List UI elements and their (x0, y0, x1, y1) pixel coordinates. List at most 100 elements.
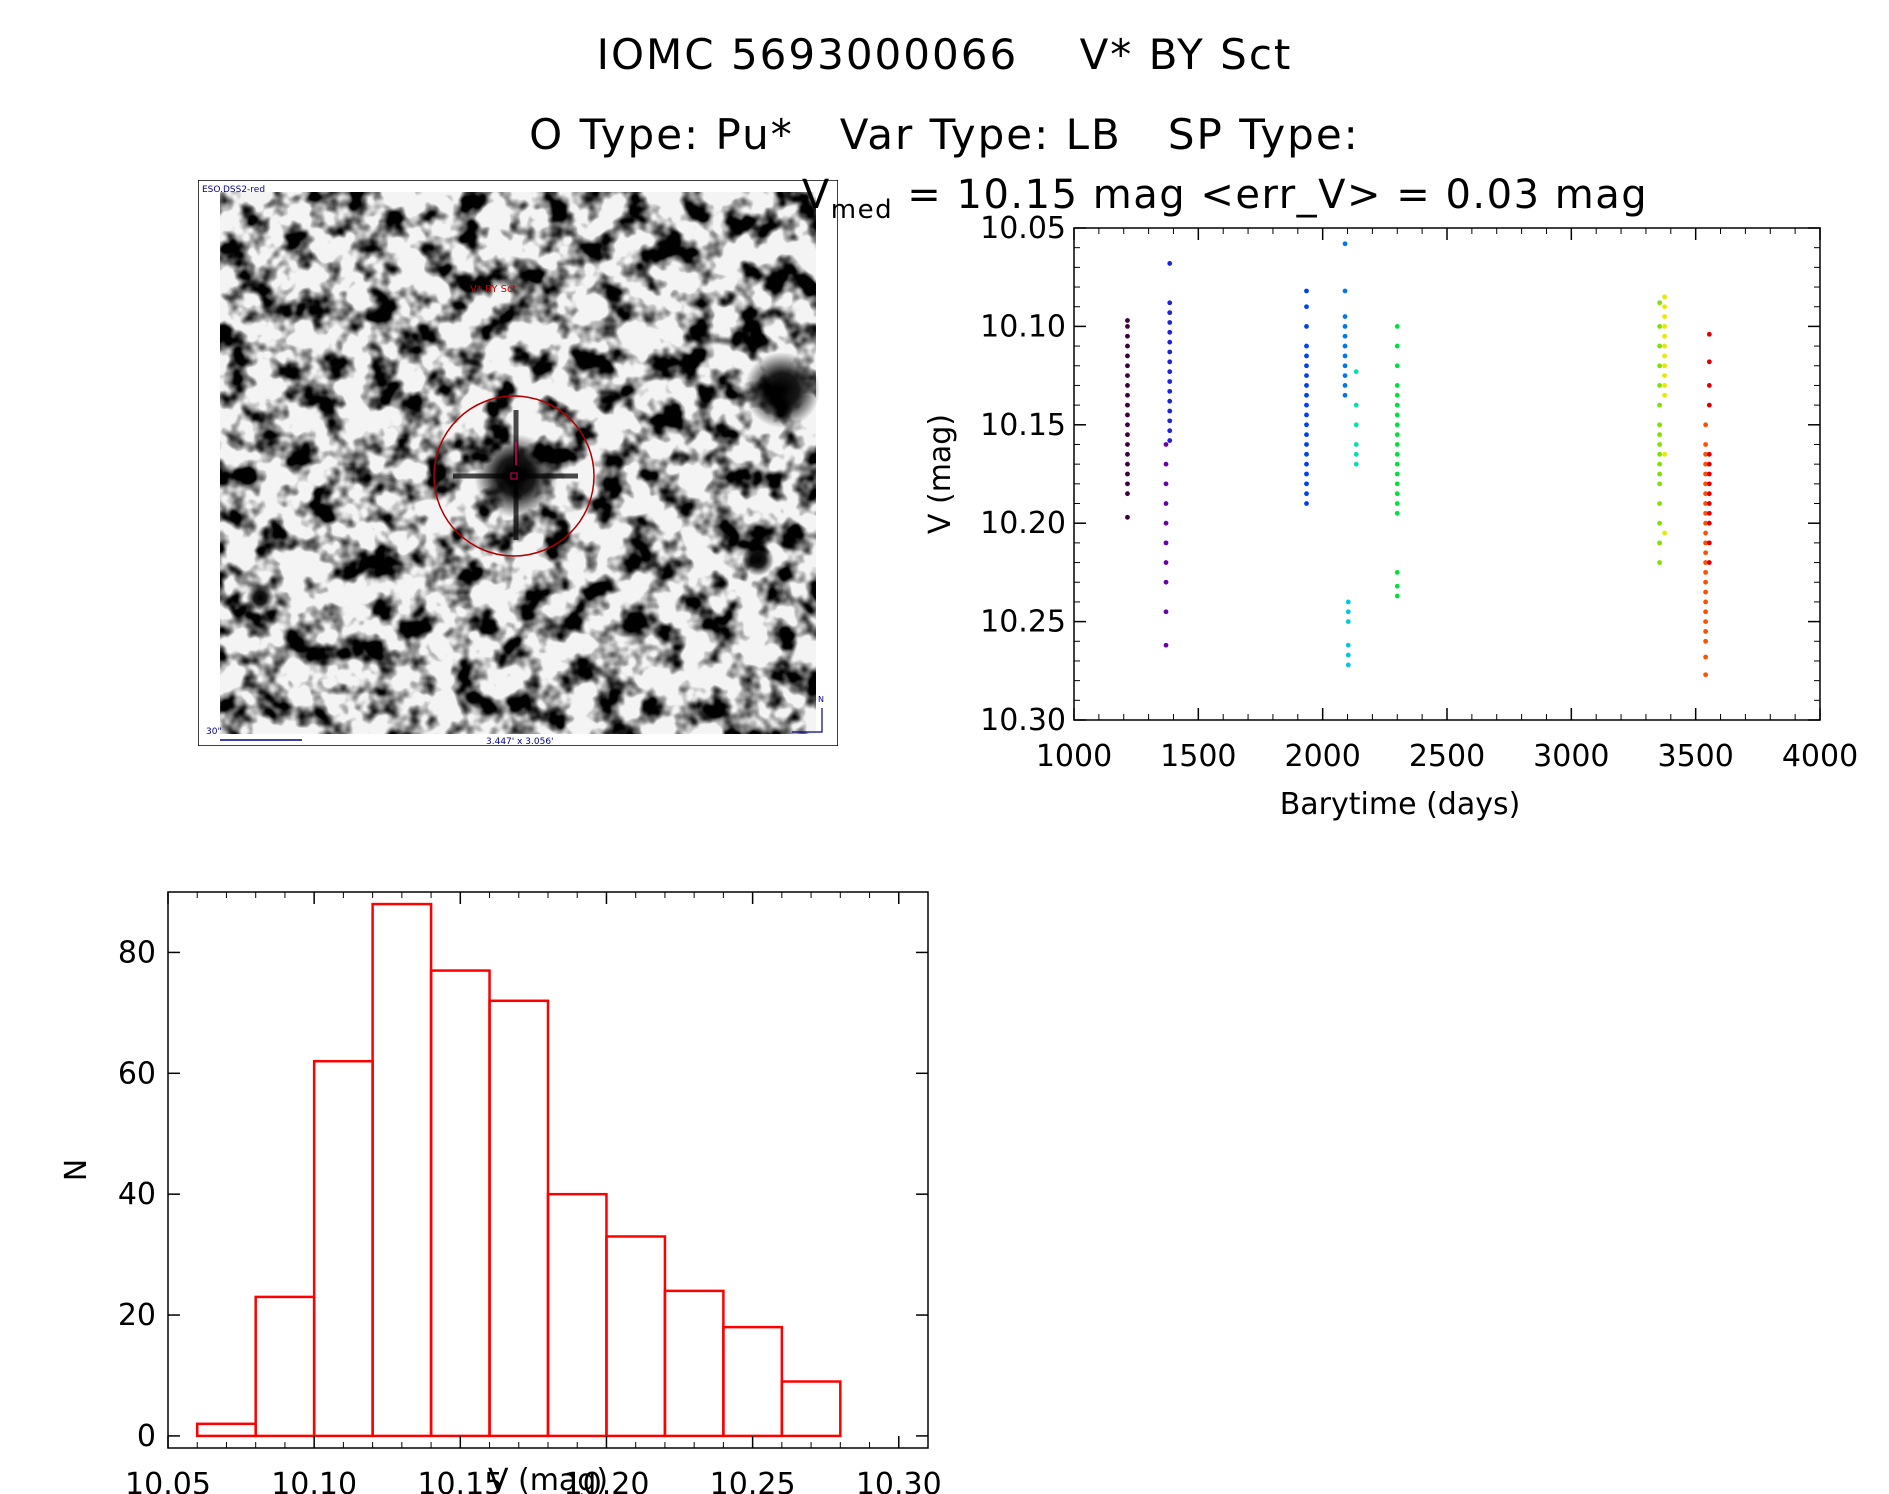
histogram-xtick-label: 10.20 (564, 1467, 650, 1494)
light-curve-point (1125, 432, 1130, 438)
light-curve-xtick-label: 1500 (1160, 739, 1236, 774)
light-curve-point (1706, 402, 1712, 408)
target-label: V* BY Sct (470, 284, 516, 295)
light-curve-point (1394, 451, 1400, 457)
light-curve-ytick-label: 10.05 (980, 211, 1066, 246)
light-curve-point (1167, 349, 1173, 355)
light-curve-point (1394, 432, 1400, 438)
histogram-ytick-label: 60 (118, 1056, 156, 1091)
light-curve-point (1706, 540, 1712, 546)
light-curve-point (1662, 353, 1667, 359)
light-curve-point (1304, 288, 1309, 294)
light-curve-point (1662, 383, 1667, 388)
light-curve-point (1706, 510, 1712, 516)
light-curve-point (1345, 609, 1351, 615)
light-curve-point (1703, 491, 1709, 497)
light-curve-point (1342, 383, 1348, 388)
light-curve-point (1304, 501, 1309, 506)
light-curve-point (1167, 388, 1173, 394)
light-curve-xtick-label: 2500 (1409, 739, 1485, 774)
light-curve-point (1662, 530, 1667, 536)
light-curve-point (1304, 383, 1309, 388)
light-curve-point (1394, 402, 1400, 408)
light-curve-point (1167, 359, 1173, 365)
light-curve-ytick-label: 10.25 (980, 605, 1066, 640)
light-curve-point (1703, 619, 1709, 624)
light-curve-point (1304, 481, 1309, 487)
histogram-bar (254, 1295, 316, 1438)
light-curve-ytick-label: 10.30 (980, 703, 1066, 738)
histogram-bar (488, 999, 550, 1438)
light-curve-point (1304, 461, 1309, 467)
light-curve-point (1394, 343, 1400, 349)
compass-arrow (792, 708, 823, 733)
light-curve-point (1706, 471, 1712, 477)
light-curve-point (1657, 432, 1663, 438)
light-curve-point (1703, 510, 1709, 516)
light-curve-point (1662, 294, 1667, 300)
light-curve-point (1706, 383, 1712, 388)
sky-image-panel: ESO.DSS2-red V* BY Sct 30" 3.447' x 3.05… (198, 180, 838, 746)
histogram-xtick-label: 10.05 (125, 1467, 211, 1494)
light-curve-title-rest: = 10.15 mag <err_V> = 0.03 mag (893, 172, 1648, 218)
light-curve-xtick-label: 1000 (1036, 739, 1112, 774)
light-curve-point (1167, 300, 1173, 306)
light-curve-point (1304, 402, 1309, 408)
light-curve-point (1706, 520, 1712, 526)
light-curve-point (1125, 451, 1130, 457)
light-curve-point (1703, 471, 1709, 477)
light-curve-point (1167, 369, 1173, 375)
light-curve-point (1703, 540, 1709, 546)
light-curve-point (1394, 491, 1400, 497)
histogram-bar (195, 1422, 257, 1438)
light-curve-point (1345, 619, 1351, 624)
light-curve-point (1342, 392, 1348, 398)
light-curve-point (1703, 461, 1709, 467)
chart-title-line1: IOMC 5693000066 V* BY Sct (596, 30, 1293, 79)
histogram-bar (663, 1289, 725, 1438)
light-curve-point (1662, 343, 1667, 349)
light-curve-point (1342, 343, 1348, 349)
light-curve-point (1163, 461, 1169, 467)
histogram-ytick-label: 0 (137, 1419, 156, 1454)
light-curve-point (1657, 501, 1663, 506)
light-curve-point (1703, 550, 1709, 556)
light-curve-point (1703, 442, 1709, 447)
light-curve-point (1394, 583, 1400, 589)
light-curve-point (1125, 461, 1130, 467)
light-curve-point (1304, 451, 1309, 457)
light-curve-point (1342, 324, 1348, 329)
light-curve-point (1304, 432, 1309, 438)
light-curve-point (1304, 422, 1309, 428)
light-curve-point (1657, 363, 1663, 369)
light-curve-point (1125, 392, 1130, 398)
light-curve-point (1703, 609, 1709, 615)
histogram-ytick-label: 80 (118, 935, 156, 970)
light-curve-title-sub: med (831, 195, 893, 225)
light-curve-point (1662, 373, 1667, 378)
light-curve-point (1703, 638, 1709, 644)
light-curve-point (1394, 324, 1400, 329)
light-curve-point (1703, 501, 1709, 506)
light-curve-point (1662, 363, 1667, 369)
light-curve-point (1657, 324, 1663, 329)
light-curve-point (1167, 428, 1173, 434)
light-curve-point (1353, 369, 1359, 375)
light-curve-point (1353, 451, 1359, 457)
light-curve-point (1304, 442, 1309, 447)
light-curve-point (1167, 408, 1173, 414)
light-curve-point (1342, 314, 1348, 319)
histogram-bar (312, 1059, 374, 1438)
light-curve-point (1167, 310, 1173, 316)
light-curve-point (1706, 560, 1712, 565)
light-curve-point (1662, 392, 1667, 398)
light-curve-point (1703, 654, 1709, 660)
light-curve-point (1706, 359, 1712, 365)
light-curve-point (1394, 442, 1400, 447)
light-curve-point (1342, 363, 1348, 369)
histogram-ylabel: N (59, 1159, 94, 1181)
histogram-xtick-label: 10.15 (417, 1467, 503, 1494)
histogram-bar (722, 1325, 784, 1438)
light-curve-point (1662, 324, 1667, 329)
histogram-ytick-label: 20 (118, 1298, 156, 1333)
